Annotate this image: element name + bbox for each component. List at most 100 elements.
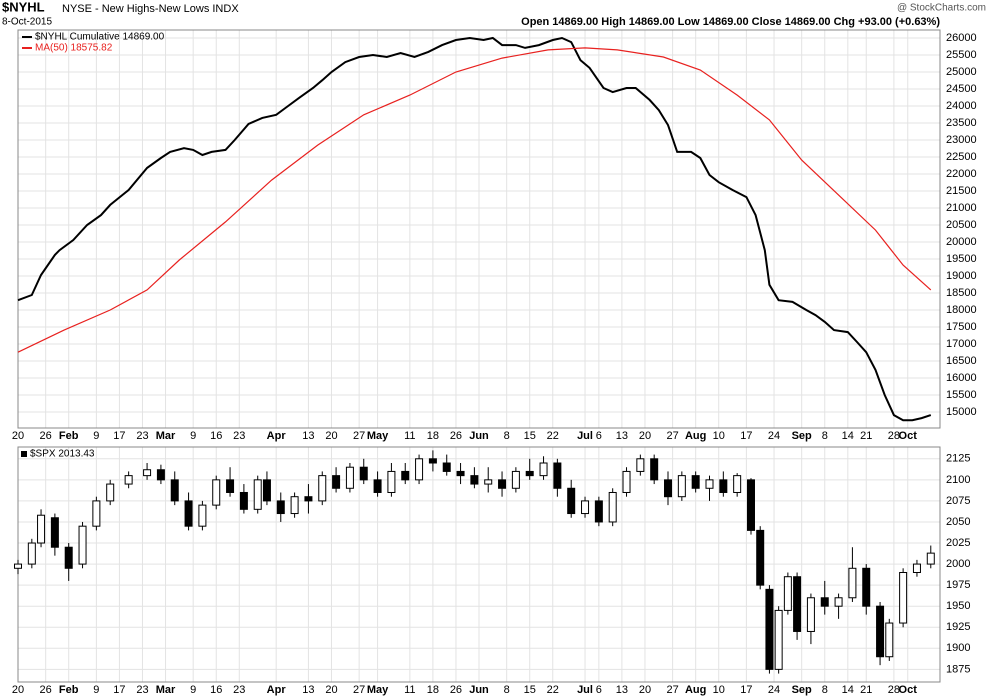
x-tick-label: 27 bbox=[353, 430, 365, 442]
x-tick-label: 17 bbox=[113, 684, 125, 696]
candle-body bbox=[156, 469, 165, 481]
x-tick-label: May bbox=[367, 430, 389, 442]
panel-title: $SPX 2013.43 bbox=[30, 449, 95, 460]
candle-body bbox=[442, 462, 451, 472]
y-tick-label: 2000 bbox=[946, 558, 970, 570]
x-tick-label: 26 bbox=[450, 684, 462, 696]
y-tick-label: 25500 bbox=[946, 49, 977, 61]
y-tick-label: 15500 bbox=[946, 389, 977, 401]
candle-body bbox=[765, 588, 774, 670]
candle-body bbox=[806, 597, 815, 632]
candle-body bbox=[276, 500, 285, 515]
x-tick-label: Aug bbox=[685, 430, 706, 442]
candle-body bbox=[14, 563, 22, 569]
candle-body bbox=[525, 470, 534, 477]
y-tick-label: 22500 bbox=[946, 151, 977, 163]
x-tick-label: Sep bbox=[792, 430, 812, 442]
x-tick-label: Jun bbox=[469, 430, 489, 442]
legend-label: MA(50) 18575.82 bbox=[35, 43, 113, 54]
candle-body bbox=[594, 500, 603, 523]
candle-body bbox=[848, 567, 857, 599]
series-line bbox=[17, 36, 932, 422]
candle-body bbox=[50, 517, 59, 548]
x-tick-label: Jun bbox=[469, 684, 489, 696]
x-tick-label: 16 bbox=[210, 430, 222, 442]
x-tick-label: Oct bbox=[899, 684, 918, 696]
x-tick-label: 23 bbox=[136, 430, 148, 442]
candle-body bbox=[677, 475, 686, 498]
x-tick-label: 13 bbox=[616, 430, 628, 442]
date: 8-Oct-2015 bbox=[2, 17, 52, 28]
y-tick-label: 1925 bbox=[946, 621, 970, 633]
y-tick-label: 2100 bbox=[946, 474, 970, 486]
candle-body bbox=[253, 479, 262, 510]
x-tick-label: 14 bbox=[842, 684, 854, 696]
x-tick-label: 28 bbox=[888, 684, 900, 696]
x-tick-label: 17 bbox=[740, 430, 752, 442]
candle-body bbox=[484, 479, 493, 485]
symbol: $NYHL bbox=[2, 0, 45, 14]
x-tick-label: 26 bbox=[40, 430, 52, 442]
y-tick-label: 24000 bbox=[946, 100, 977, 112]
x-tick-label: 9 bbox=[190, 684, 196, 696]
x-tick-label: 23 bbox=[136, 684, 148, 696]
x-tick-label: 8 bbox=[822, 430, 828, 442]
candle-body bbox=[774, 609, 783, 670]
x-tick-label: 8 bbox=[504, 684, 510, 696]
candle-body bbox=[27, 542, 36, 565]
x-tick-label: 20 bbox=[639, 430, 651, 442]
y-tick-label: 22000 bbox=[946, 168, 977, 180]
y-tick-label: 19000 bbox=[946, 270, 977, 282]
x-tick-label: 24 bbox=[768, 684, 780, 696]
x-tick-label: 9 bbox=[93, 430, 99, 442]
x-tick-label: 21 bbox=[860, 684, 872, 696]
series-line bbox=[17, 47, 932, 353]
y-tick-label: 21500 bbox=[946, 185, 977, 197]
x-tick-label: Jul bbox=[577, 430, 593, 442]
candle-body bbox=[876, 605, 885, 658]
candle-body bbox=[511, 470, 520, 489]
x-tick-label: Feb bbox=[59, 684, 79, 696]
x-tick-label: 13 bbox=[302, 430, 314, 442]
candle-body bbox=[705, 479, 714, 489]
y-tick-label: 1975 bbox=[946, 579, 970, 591]
x-tick-label: Apr bbox=[267, 430, 287, 442]
x-tick-label: 8 bbox=[822, 684, 828, 696]
candle-body bbox=[862, 567, 871, 607]
candle-body bbox=[820, 597, 829, 607]
x-tick-label: 22 bbox=[547, 430, 559, 442]
x-tick-label: 18 bbox=[427, 430, 439, 442]
x-tick-label: 20 bbox=[12, 430, 24, 442]
candle-body bbox=[650, 458, 659, 481]
candle-body bbox=[143, 469, 152, 477]
legend-label: $NYHL Cumulative 14869.00 bbox=[35, 32, 165, 43]
candle-body bbox=[78, 525, 87, 565]
candle-body bbox=[428, 458, 437, 464]
x-tick-label: 13 bbox=[302, 684, 314, 696]
candle-body bbox=[387, 470, 396, 493]
x-tick-label: 10 bbox=[713, 684, 725, 696]
candle-body bbox=[539, 462, 548, 477]
candle-body bbox=[239, 491, 248, 510]
x-tick-label: Sep bbox=[792, 684, 812, 696]
y-tick-label: 24500 bbox=[946, 83, 977, 95]
x-tick-label: 23 bbox=[233, 430, 245, 442]
x-tick-label: 26 bbox=[40, 684, 52, 696]
y-tick-label: 18000 bbox=[946, 304, 977, 316]
candle-body bbox=[226, 479, 235, 493]
candle-body bbox=[636, 458, 645, 472]
candle-body bbox=[622, 470, 631, 493]
candle-body bbox=[733, 475, 742, 493]
candle-body bbox=[262, 479, 271, 502]
candle-body bbox=[783, 576, 792, 611]
x-tick-label: Jul bbox=[577, 684, 593, 696]
x-tick-label: Apr bbox=[267, 684, 287, 696]
x-tick-label: 11 bbox=[404, 684, 415, 696]
candle-body bbox=[198, 504, 207, 527]
legend-swatch bbox=[21, 451, 27, 457]
x-tick-label: Mar bbox=[156, 684, 176, 696]
y-tick-label: 2025 bbox=[946, 537, 970, 549]
x-tick-label: 20 bbox=[639, 684, 651, 696]
